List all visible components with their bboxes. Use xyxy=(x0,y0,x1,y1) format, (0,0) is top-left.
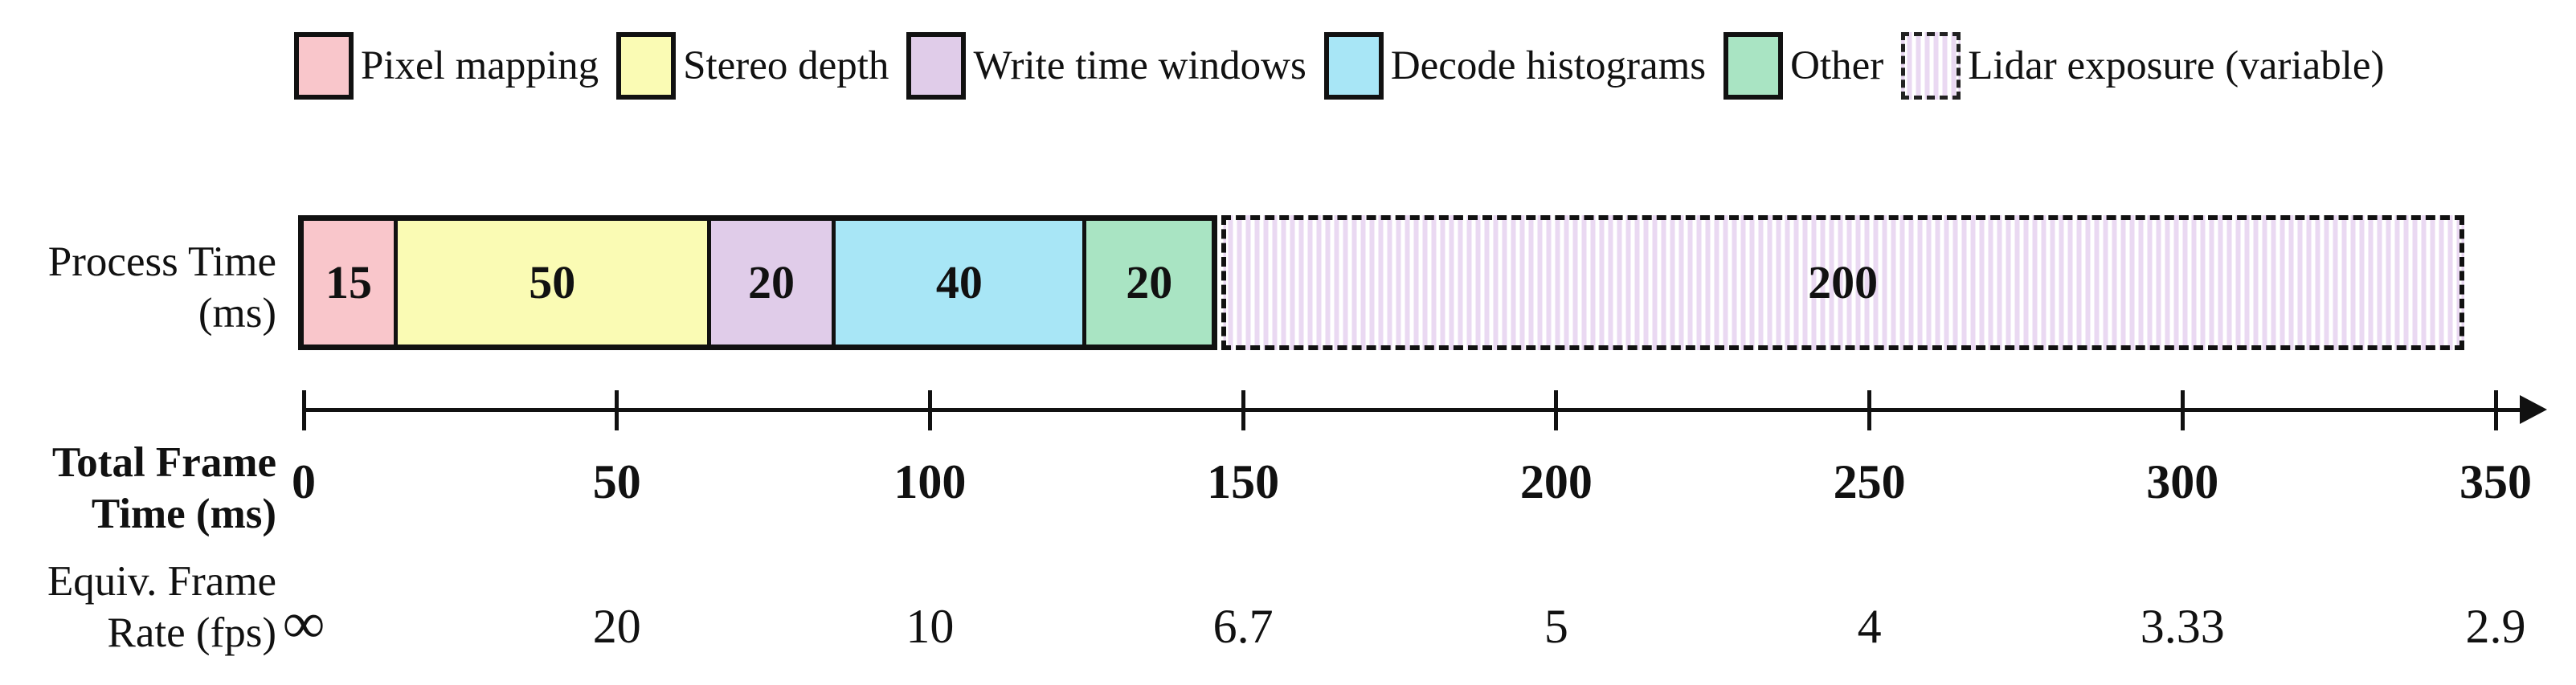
total-frame-time-row-label-line2: Time (ms) xyxy=(91,491,276,537)
axis-tick-label-350: 350 xyxy=(2459,455,2532,508)
equiv-frame-rate-row-label-line2: Rate (fps) xyxy=(107,610,276,656)
equiv-frame-rate-row-label: Equiv. Frame Rate (fps) xyxy=(0,556,276,658)
frame-rate-value-4: 5 xyxy=(1544,600,1568,653)
axis-tick-100 xyxy=(927,390,932,430)
axis-tick-0 xyxy=(301,390,306,430)
legend-swatch-other xyxy=(1723,32,1784,100)
bar-segment-value-label: 20 xyxy=(1126,256,1173,308)
legend-swatch-lidar-exposure-variable xyxy=(1901,32,1961,100)
equiv-frame-rate-row-label-line1: Equiv. Frame xyxy=(47,558,276,605)
bar-segment-value-label: 40 xyxy=(935,256,983,308)
lidar-exposure-segment: 200 xyxy=(1221,215,2464,350)
legend-label: Lidar exposure (variable) xyxy=(1968,43,2385,88)
legend-swatch-pixel-mapping xyxy=(294,32,354,100)
frame-rate-value-3: 6.7 xyxy=(1212,600,1274,653)
bar-segment-other: 20 xyxy=(1086,221,1212,345)
bar-segment-pixel-mapping: 15 xyxy=(304,221,398,345)
legend-item-write-time-windows: Write time windows xyxy=(906,32,1306,100)
axis-tick-300 xyxy=(2180,390,2185,430)
axis-tick-label-50: 50 xyxy=(592,455,641,508)
axis-tick-label-0: 0 xyxy=(292,455,316,508)
legend-label: Pixel mapping xyxy=(361,43,599,88)
lidar-exposure-value-label: 200 xyxy=(1808,256,1879,308)
legend-label: Other xyxy=(1790,43,1884,88)
bar-segment-stereo-depth: 50 xyxy=(397,221,711,345)
axis-tick-label-300: 300 xyxy=(2146,455,2219,508)
axis-tick-label-200: 200 xyxy=(1519,455,1593,508)
legend-swatch-decode-histograms xyxy=(1323,32,1384,100)
axis-tick-label-150: 150 xyxy=(1207,455,1280,508)
legend-label: Decode histograms xyxy=(1390,43,1707,88)
legend-item-decode-histograms: Decode histograms xyxy=(1323,32,1707,100)
frame-rate-value-6: 3.33 xyxy=(2140,600,2225,653)
total-frame-time-row-label-line1: Total Frame xyxy=(51,439,276,486)
frame-rate-value-1: 20 xyxy=(592,600,641,653)
legend-item-pixel-mapping: Pixel mapping xyxy=(294,32,599,100)
legend: Pixel mapping Stereo depth Write time wind… xyxy=(294,32,2385,100)
process-time-row-label-line2: (ms) xyxy=(198,290,276,336)
frame-rate-value-7: 2.9 xyxy=(2465,600,2526,653)
legend-item-other: Other xyxy=(1723,32,1883,100)
axis-tick-150 xyxy=(1241,390,1245,430)
axis-tick-200 xyxy=(1554,390,1559,430)
legend-item-stereo-depth: Stereo depth xyxy=(616,32,889,100)
bar-segment-value-label: 20 xyxy=(748,256,795,308)
bar-segment-write-time-windows: 20 xyxy=(710,221,836,345)
legend-label: Stereo depth xyxy=(683,43,889,88)
bar-segment-value-label: 50 xyxy=(529,256,576,308)
axis-tick-50 xyxy=(615,390,619,430)
process-time-row-label: Process Time (ms) xyxy=(0,236,276,339)
process-time-row-label-line1: Process Time xyxy=(47,239,276,285)
axis-arrowhead-icon xyxy=(2520,395,2547,424)
legend-label: Write time windows xyxy=(973,43,1306,88)
axis-tick-label-100: 100 xyxy=(893,455,967,508)
frame-rate-value-0: ∞ xyxy=(283,591,325,655)
axis-tick-label-250: 250 xyxy=(1833,455,1906,508)
legend-swatch-write-time-windows xyxy=(906,32,967,100)
frame-rate-value-2: 10 xyxy=(906,600,955,653)
legend-item-lidar-exposure-variable: Lidar exposure (variable) xyxy=(1901,32,2385,100)
axis-tick-350 xyxy=(2493,390,2498,430)
axis-line xyxy=(302,408,2523,412)
process-time-bar: 15 50 20 40 20 xyxy=(298,215,1218,350)
total-frame-time-row-label: Total Frame Time (ms) xyxy=(0,437,276,540)
legend-swatch-stereo-depth xyxy=(616,32,677,100)
bar-segment-value-label: 15 xyxy=(325,256,372,308)
axis-tick-250 xyxy=(1867,390,1872,430)
bar-segment-decode-histograms: 40 xyxy=(836,221,1087,345)
frame-rate-value-5: 4 xyxy=(1857,600,1882,653)
